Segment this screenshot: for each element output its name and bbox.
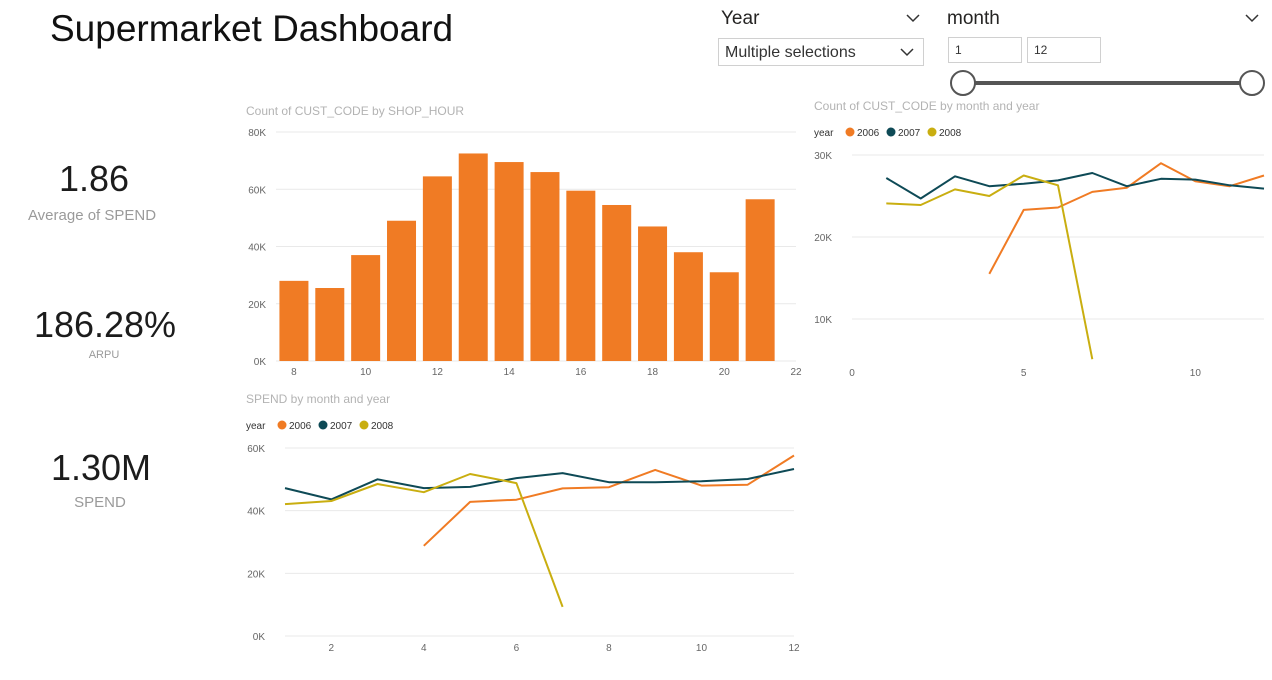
- bar: [279, 280, 309, 361]
- x-tick-label: 10: [696, 643, 708, 654]
- year-dropdown[interactable]: Multiple selections: [718, 38, 924, 66]
- legend-label: 2006: [289, 421, 312, 432]
- month-max-input[interactable]: 12: [1027, 37, 1101, 63]
- x-tick-label: 20: [719, 367, 731, 378]
- bar: [351, 255, 381, 361]
- y-tick-label: 0K: [254, 357, 267, 368]
- cust-line-chart: year 2006 2007 2008 30K 20K 10K 0 5 10: [814, 127, 1265, 379]
- bar: [315, 288, 345, 361]
- x-tick-label: 22: [790, 367, 802, 378]
- legend-label: 2008: [371, 421, 394, 432]
- legend-title: year: [246, 421, 266, 432]
- legend-marker: [927, 127, 937, 137]
- y-tick-label: 30K: [814, 151, 832, 162]
- x-tick-label: 5: [1021, 368, 1027, 379]
- hour-bar-chart: 0K 20K 40K 60K 80K 8 10 12 14 16 18 20 22: [248, 128, 802, 378]
- x-tick-label: 6: [514, 643, 520, 654]
- bar: [387, 220, 417, 361]
- x-tick-label: 4: [421, 643, 427, 654]
- chevron-down-icon[interactable]: [905, 10, 921, 26]
- month-slicer-label: month: [947, 8, 1000, 29]
- bar: [566, 190, 596, 361]
- page-title: Supermarket Dashboard: [50, 8, 454, 49]
- bar: [494, 162, 524, 361]
- month-slider-handle-max[interactable]: [1239, 70, 1265, 96]
- legend-marker: [886, 127, 896, 137]
- kpi-arpu-label: ARPU: [88, 349, 120, 361]
- legend-marker: [845, 127, 855, 137]
- legend-label: 2007: [330, 421, 353, 432]
- bar: [709, 272, 739, 361]
- x-tick-label: 18: [647, 367, 659, 378]
- legend-label: 2007: [898, 128, 921, 139]
- x-tick-label: 10: [360, 367, 372, 378]
- y-tick-label: 20K: [247, 569, 265, 580]
- bar: [638, 226, 668, 361]
- legend-label: 2006: [857, 128, 880, 139]
- year-dropdown-value: Multiple selections: [725, 44, 856, 61]
- series-line-2007: [885, 172, 1265, 200]
- y-tick-label: 60K: [248, 185, 266, 196]
- chevron-down-icon: [900, 48, 914, 57]
- kpi-spend-label: SPEND: [74, 494, 126, 511]
- bar: [673, 252, 703, 361]
- x-tick-label: 16: [575, 367, 587, 378]
- y-tick-label: 40K: [248, 243, 266, 254]
- x-tick-label: 8: [606, 643, 612, 654]
- y-tick-label: 20K: [814, 233, 832, 244]
- kpi-arpu-value: 186.28%: [33, 304, 177, 345]
- bar: [458, 153, 488, 361]
- chevron-down-icon[interactable]: [1244, 10, 1260, 26]
- spend-line-chart: year 2006 2007 2008 0K 20K 40K 60K 2 4 6 8 10 12: [246, 420, 800, 654]
- x-tick-label: 10: [1190, 368, 1202, 379]
- year-slicer-label: Year: [721, 8, 760, 29]
- x-tick-label: 2: [328, 643, 334, 654]
- x-tick-label: 8: [291, 367, 297, 378]
- legend-marker: [318, 420, 328, 430]
- x-tick-label: 14: [504, 367, 516, 378]
- y-tick-label: 10K: [814, 315, 832, 326]
- bar: [745, 199, 775, 361]
- month-slider-handle-min[interactable]: [950, 70, 976, 96]
- bar: [530, 172, 560, 361]
- y-tick-label: 80K: [248, 128, 266, 139]
- series-line-2008: [284, 473, 564, 608]
- series-line-2007: [284, 468, 795, 501]
- legend-label: 2008: [939, 128, 962, 139]
- series-line-2006: [423, 454, 795, 547]
- series-line-2006: [988, 162, 1265, 275]
- x-tick-label: 12: [788, 643, 800, 654]
- spend-chart-title: SPEND by month and year: [246, 392, 391, 406]
- y-tick-label: 40K: [247, 507, 265, 518]
- x-tick-label: 0: [849, 368, 855, 379]
- hour-chart-title: Count of CUST_CODE by SHOP_HOUR: [246, 104, 465, 118]
- y-tick-label: 20K: [248, 300, 266, 311]
- legend-marker: [277, 420, 287, 430]
- legend-marker: [359, 420, 369, 430]
- bar: [422, 176, 452, 361]
- series-line-2008: [886, 174, 1094, 360]
- y-tick-label: 60K: [247, 444, 265, 455]
- kpi-average-spend-value: 1.86: [58, 158, 130, 199]
- month-min-input[interactable]: 1: [948, 37, 1022, 63]
- bar: [602, 204, 632, 361]
- y-tick-label: 0K: [253, 632, 266, 643]
- kpi-spend-value: 1.30M: [50, 447, 152, 488]
- legend-title: year: [814, 128, 834, 139]
- x-tick-label: 12: [432, 367, 444, 378]
- cust-chart-title: Count of CUST_CODE by month and year: [814, 99, 1040, 113]
- kpi-average-spend-label: Average of SPEND: [27, 207, 157, 224]
- month-slider-track[interactable]: [962, 81, 1252, 85]
